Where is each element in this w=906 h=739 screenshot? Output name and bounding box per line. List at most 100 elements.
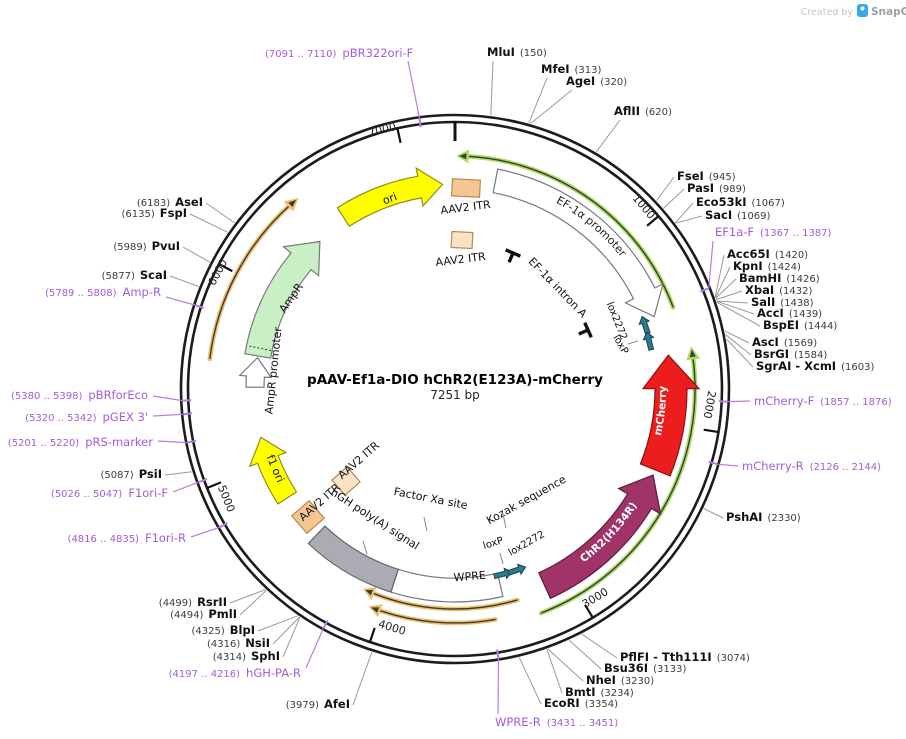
feature-arrow-chr2[interactable] xyxy=(538,474,662,600)
enzyme-label[interactable]: AflII (620) xyxy=(614,104,672,118)
enzyme-label[interactable]: (5989) PvuI xyxy=(113,239,180,253)
enzyme-label[interactable]: AgeI (320) xyxy=(566,74,627,88)
enzyme-label[interactable]: SacI (1069) xyxy=(705,208,770,222)
tick-mark xyxy=(584,604,594,619)
lox-site-arrow[interactable] xyxy=(642,331,657,351)
primer-leader xyxy=(717,463,739,467)
enzyme-label[interactable]: (4494) PmlI xyxy=(170,607,237,621)
enzyme-leader xyxy=(725,334,752,356)
enzyme-label[interactable]: BsrGI (1584) xyxy=(754,347,827,361)
primer-label[interactable]: (5201 .. 5220) pRS-marker xyxy=(8,435,153,449)
enzyme-label[interactable]: (4314) SphI xyxy=(213,649,280,663)
feature-label[interactable]: WPRE xyxy=(453,569,486,585)
enzyme-label[interactable]: (6183) AseI xyxy=(137,195,203,209)
primer-leader xyxy=(165,296,196,306)
enzyme-label[interactable]: (4316) NsiI xyxy=(207,636,270,650)
enzyme-label[interactable]: (5877) ScaI xyxy=(102,268,167,282)
enzyme-label[interactable]: Acc65I (1420) xyxy=(727,247,808,261)
enzyme-label[interactable]: MluI (150) xyxy=(487,45,547,59)
primer-label[interactable]: (4197 .. 4216) hGH-PA-R xyxy=(169,666,301,680)
enzyme-label[interactable]: Eco53kI (1067) xyxy=(696,195,785,209)
primer-site-tick xyxy=(708,460,718,466)
feature-label[interactable]: AAV2 ITR xyxy=(435,250,487,269)
enzyme-label[interactable]: KpnI (1424) xyxy=(733,259,801,273)
feature-box-aav2-itr[interactable] xyxy=(450,230,474,250)
feature-label[interactable]: Kozak sequence xyxy=(484,473,568,528)
primer-label[interactable]: mCherry-F (1857 .. 1876) xyxy=(754,394,892,408)
primer-label[interactable]: mCherry-R (2126 .. 2144) xyxy=(742,459,881,473)
orf-arrow xyxy=(368,604,498,626)
enzyme-label[interactable]: PshAI (2330) xyxy=(726,510,801,524)
enzyme-leader xyxy=(189,213,229,233)
primer-site-tick xyxy=(194,304,205,309)
feature-box-aav2-itr[interactable] xyxy=(290,499,326,535)
feature-arrow-ef1a[interactable] xyxy=(492,168,664,318)
enzyme-label[interactable]: Bsu36I (3133) xyxy=(604,661,686,675)
enzyme-label[interactable]: XbaI (1432) xyxy=(745,283,812,297)
feature-arrow-ampr[interactable] xyxy=(244,240,321,359)
primer-leader xyxy=(727,400,751,403)
feature-leader-line xyxy=(499,552,504,565)
enzyme-label[interactable]: AccI (1439) xyxy=(757,306,822,320)
enzyme-leader xyxy=(675,215,703,224)
feature-box-aav2-itr[interactable] xyxy=(331,466,361,496)
feature-label[interactable]: EF-1α intron A xyxy=(526,255,590,321)
feature-label[interactable]: Factor Xa site xyxy=(393,485,469,512)
enzyme-leader xyxy=(547,648,584,682)
feature-arrow-wpre[interactable] xyxy=(390,568,504,603)
enzyme-label[interactable]: (3979) AfeI xyxy=(286,697,350,711)
primer-label[interactable]: (5026 .. 5047) F1ori-F xyxy=(51,486,168,500)
primer-label[interactable]: (5789 .. 5808) Amp-R xyxy=(45,285,161,299)
feature-label[interactable]: AAV2 ITR xyxy=(335,439,382,482)
primer-label[interactable]: EF1a-F (1367 .. 1387) xyxy=(715,225,832,239)
feature-leader-line xyxy=(502,513,507,529)
enzyme-label[interactable]: EcoRI (3354) xyxy=(544,696,618,710)
feature-leader-line xyxy=(362,540,368,555)
feature-arrow-mcherry[interactable] xyxy=(639,354,701,477)
enzyme-leader xyxy=(716,300,755,315)
enzyme-leader xyxy=(595,119,621,153)
enzyme-label[interactable]: (5087) PsiI xyxy=(100,467,162,481)
primer-label[interactable]: (5380 .. 5398) pBRforEco xyxy=(11,388,148,402)
feature-arrow-amprprom[interactable] xyxy=(238,356,273,388)
enzyme-label[interactable]: MfeI (313) xyxy=(541,62,602,76)
enzyme-label[interactable]: AscI (1569) xyxy=(752,335,817,349)
enzyme-leader xyxy=(352,652,373,706)
snapgene-watermark: Created by SnapGene xyxy=(801,4,906,18)
feature-arrow-ori[interactable] xyxy=(336,166,444,228)
enzyme-leader xyxy=(714,254,725,298)
enzyme-label[interactable]: (4325) BlpI xyxy=(192,623,255,637)
enzyme-label[interactable]: SgrAI - XcmI (1603) xyxy=(756,359,874,373)
feature-label[interactable]: ori xyxy=(381,190,399,207)
enzyme-label[interactable]: SalI (1438) xyxy=(751,295,814,309)
feature-label[interactable]: EF-1α promoter xyxy=(554,194,629,260)
primer-leader xyxy=(708,240,714,289)
enzyme-label[interactable]: (4499) RsrII xyxy=(159,595,227,609)
plasmid-title: pAAV-Ef1a-DIO hChR2(E123A)-mCherry xyxy=(307,372,603,388)
enzyme-label[interactable]: FseI (945) xyxy=(677,169,736,183)
enzyme-label[interactable]: BamHI (1426) xyxy=(739,271,820,285)
enzyme-label[interactable]: PflFI - Tth111I (3074) xyxy=(620,650,750,664)
primer-label[interactable]: WPRE-R (3431 .. 3451) xyxy=(495,715,618,729)
primer-label[interactable]: (4816 .. 4835) F1ori-R xyxy=(68,531,186,545)
feature-box-aav2-itr[interactable] xyxy=(450,178,482,198)
primer-leader xyxy=(190,526,220,538)
lox-site-arrow[interactable] xyxy=(637,315,653,335)
feature-arrow-f1ori[interactable] xyxy=(248,436,298,505)
lox-site-arrow[interactable] xyxy=(493,567,513,582)
lox-site-arrow[interactable] xyxy=(507,562,527,578)
enzyme-label[interactable]: (6135) FspI xyxy=(122,206,187,220)
enzyme-label[interactable]: PasI (989) xyxy=(687,181,746,195)
enzyme-leader xyxy=(716,301,761,327)
primer-label[interactable]: (5320 .. 5342) pGEX 3' xyxy=(25,410,148,424)
primer-leader xyxy=(152,395,183,402)
feature-label[interactable]: loxP xyxy=(482,535,505,552)
enzyme-label[interactable]: BmtI (3234) xyxy=(565,685,634,699)
primer-label[interactable]: (7091 .. 7110) pBR322ori-F xyxy=(265,46,413,60)
enzyme-label[interactable]: NheI (3230) xyxy=(586,673,654,687)
feature-arrow-hgh[interactable] xyxy=(307,525,399,593)
feature-label[interactable]: lox2272 xyxy=(507,529,547,559)
feature-label[interactable]: AAV2 ITR xyxy=(440,198,492,217)
enzyme-label[interactable]: BspEI (1444) xyxy=(763,318,837,332)
